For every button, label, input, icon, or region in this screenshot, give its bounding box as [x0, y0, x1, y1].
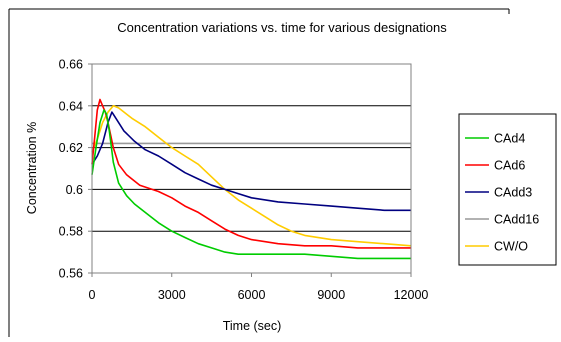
series-line-cadd3: [91, 111, 411, 212]
y-tick-label: 0.56: [59, 267, 83, 281]
y-tick-label: 0.58: [59, 225, 83, 239]
series-layer: [91, 98, 412, 260]
x-tick-label: 12000: [394, 288, 429, 302]
legend-box: [458, 113, 557, 266]
grid-layer: [92, 105, 411, 232]
legend-label: CW/O: [494, 240, 528, 254]
series-line-cw-o: [91, 105, 412, 247]
y-tick-label: 0.62: [59, 141, 83, 155]
y-axis-label: Concentration %: [25, 122, 39, 214]
series-line-cad4: [91, 109, 411, 260]
x-tick-label: 3000: [158, 288, 186, 302]
y-tick-label: 0.6: [66, 183, 83, 197]
legend-label: CAdd3: [494, 186, 532, 200]
y-axis-ticks: 0.56 0.58 0.6 0.62 0.64 0.66: [59, 58, 92, 281]
legend-label: CAd6: [494, 159, 525, 173]
x-tick-label: 9000: [317, 288, 345, 302]
x-tick-label: 0: [89, 288, 96, 302]
chart-title: Concentration variations vs. time for va…: [117, 20, 447, 35]
x-axis-label: Time (sec): [223, 319, 282, 333]
legend-label: CAd4: [494, 132, 525, 146]
legend-label: CAdd16: [494, 213, 539, 227]
x-tick-label: 6000: [238, 288, 266, 302]
y-tick-label: 0.64: [59, 99, 83, 113]
y-tick-label: 0.66: [59, 58, 83, 72]
series-line-cad6: [91, 98, 411, 249]
x-axis-ticks: 0 3000 6000 9000 12000: [89, 273, 429, 302]
legend: CAd4 CAd6 CAdd3 CAdd16 CW/O: [465, 132, 539, 254]
